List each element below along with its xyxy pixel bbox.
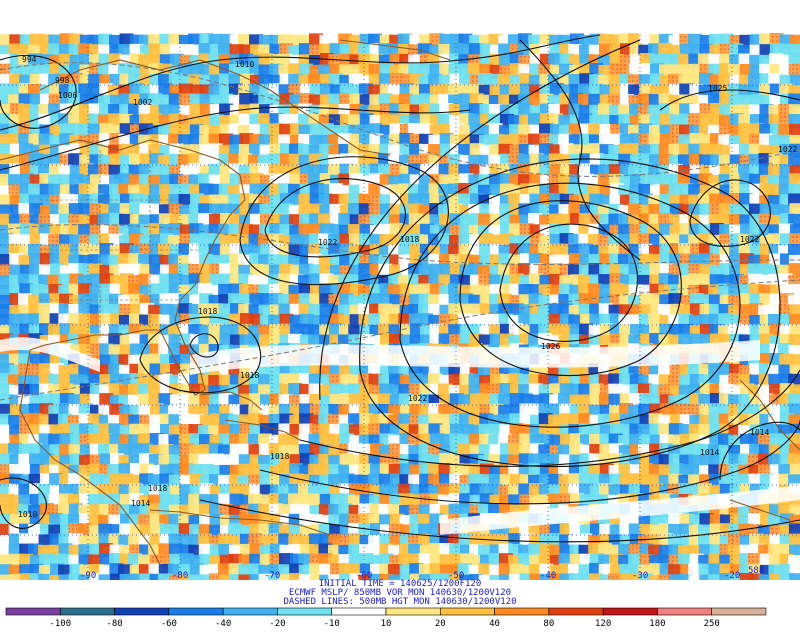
colorbar-tick-labels: -100 -80 -60 -40 -20 -10 10 20 40 80 120 180 250 <box>49 619 719 629</box>
isobar-label: 1014 <box>131 499 150 508</box>
caption-dashed-lines: DASHED LINES: 500MB HGT MON 140630/1200V… <box>283 597 517 607</box>
longitude-label: -60 <box>356 571 372 580</box>
isobar-label: 994 <box>22 55 37 64</box>
colorbar-swatch <box>222 607 278 616</box>
isobar-label: 1018 <box>270 452 289 461</box>
colorbar-swatch <box>711 607 767 616</box>
isobar-label: 1018 <box>148 484 167 493</box>
colorbar-swatch <box>494 607 550 616</box>
isobar-label: 1002 <box>133 98 152 107</box>
colorbar-tick-label: 20 <box>435 619 446 629</box>
colorbar-tick-label: -60 <box>161 619 177 629</box>
colorbar-tick-label: 120 <box>595 619 611 629</box>
longitude-label: -30 <box>632 571 648 580</box>
colorbar-swatch <box>548 607 604 616</box>
isobar-label: 1010 <box>235 60 254 69</box>
colorbar <box>5 607 767 616</box>
colorbar-tick-label: 180 <box>649 619 665 629</box>
vorticity-map: 994 998 1006 1010 1002 1022 1025 1022 1022 1018 10… <box>0 33 800 580</box>
colorbar-swatch <box>277 607 333 616</box>
isobar-label: 1022 <box>408 394 427 403</box>
longitude-label: -40 <box>540 571 556 580</box>
caption-initial-time: INITIAL TIME = 140625/1200F120 <box>318 579 482 589</box>
mslp-isobars <box>0 34 800 543</box>
isobar-label: 1018 <box>198 307 217 316</box>
caption-model-fields: ECMWF MSLP/ 850MB VOR MON 140630/1200V12… <box>288 588 512 598</box>
500mb-height-dashed-lines <box>0 62 800 401</box>
coastlines <box>0 39 800 566</box>
longitude-label: -80 <box>172 571 188 580</box>
longitude-label: -50 <box>448 571 464 580</box>
isobar-label: 1025 <box>708 84 727 93</box>
isobar-label: 1026 <box>541 342 560 351</box>
isobar-label: 998 <box>55 76 70 85</box>
colorbar-tick-label: -40 <box>215 619 231 629</box>
isobar-label: 1018 <box>400 235 419 244</box>
colorbar-tick-label: -80 <box>106 619 122 629</box>
isobar-label: 1022 <box>318 238 337 247</box>
corner-label: 588 <box>748 566 764 576</box>
colorbar-tick-label: 250 <box>704 619 720 629</box>
colorbar-tick-label: -20 <box>269 619 285 629</box>
colorbar-swatch <box>331 607 387 616</box>
colorbar-swatch <box>657 607 713 616</box>
colorbar-swatch <box>439 607 495 616</box>
colorbar-swatch <box>59 607 115 616</box>
longitude-label: -90 <box>80 571 96 580</box>
colorbar-swatch <box>602 607 658 616</box>
colorbar-swatch <box>114 607 170 616</box>
colorbar-swatch <box>168 607 224 616</box>
isobar-label: 1022 <box>740 235 759 244</box>
isobar-label: 1018 <box>240 371 259 380</box>
colorbar-tick-label: -10 <box>324 619 340 629</box>
vorticity-field <box>0 33 800 580</box>
isobar-label: 1014 <box>750 428 769 437</box>
isobar-label: 1014 <box>700 448 719 457</box>
colorbar-tick-label: 80 <box>543 619 554 629</box>
colorbar-tick-label: 40 <box>489 619 500 629</box>
colorbar-tick-label: 10 <box>381 619 392 629</box>
colorbar-tick-label: -100 <box>49 619 71 629</box>
isobar-label: 1010 <box>18 510 37 519</box>
isobar-value-labels: 994 998 1006 1010 1002 1022 1025 1022 1022 1018 10… <box>18 55 797 519</box>
isobar-label: 1006 <box>58 91 77 100</box>
longitude-label: -20 <box>724 571 740 580</box>
colorbar-swatch <box>5 607 61 616</box>
longitude-label: -70 <box>264 571 280 580</box>
colorbar-swatch <box>385 607 441 616</box>
longitude-labels: -90 -80 -70 -60 -50 -40 -30 -20 <box>80 571 740 580</box>
isobar-label: 1022 <box>778 145 797 154</box>
